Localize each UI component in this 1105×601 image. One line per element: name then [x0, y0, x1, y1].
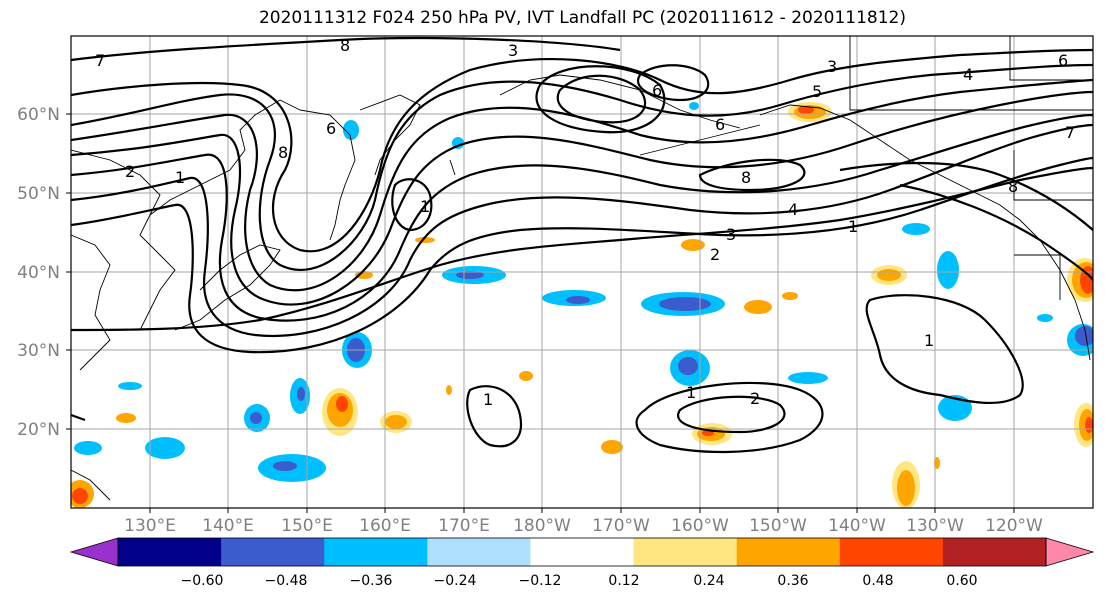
longitude-label: 160°E [359, 516, 411, 536]
colorbar-segment [530, 538, 635, 566]
contour-label: 6 [1058, 51, 1068, 70]
colorbar-segment [839, 538, 944, 566]
longitude-label: 160°W [671, 516, 729, 536]
contour-label: 1 [420, 197, 430, 216]
contour-label: 4 [963, 65, 973, 84]
contour-label: 8 [1008, 177, 1018, 196]
axis-ticks [66, 113, 1015, 513]
contour-label: 1 [175, 168, 185, 187]
map-title: 2020111312 F024 250 hPa PV, IVT Landfall… [258, 8, 906, 28]
longitude-labels: 130°E 140°E 150°E 160°E 170°E 180°W 170°… [124, 516, 1043, 536]
colorbar-max-extension [1045, 537, 1095, 567]
longitude-label: 150°W [749, 516, 807, 536]
colorbar-tick-label: −0.48 [265, 573, 308, 589]
map-plot-area: 7 8 3 2 1 8 6 6 6 5 3 4 6 8 4 3 2 1 1 1 … [71, 36, 1093, 508]
contour-label: 4 [788, 200, 798, 219]
colorbar-segment [221, 538, 325, 566]
positive-anomaly-patch [71, 102, 1093, 508]
contour-label: 2 [125, 162, 135, 181]
latitude-label: 60°N [17, 105, 60, 125]
gridlines [71, 36, 1093, 508]
colorbar-tick-label: −0.36 [350, 573, 393, 589]
longitude-label: 180°W [513, 516, 571, 536]
colorbar-segments [71, 538, 1093, 566]
colorbar-segment [633, 538, 738, 566]
latitude-label: 50°N [17, 184, 60, 204]
colorbar-tick-label: −0.60 [181, 573, 224, 589]
longitude-label: 140°E [202, 516, 254, 536]
contour-label: 3 [726, 225, 736, 244]
colorbar-tick-label: 0.24 [693, 573, 724, 589]
colorbar-segment [118, 538, 222, 566]
colorbar-tick-label: 0.48 [862, 573, 893, 589]
colorbar-tick-labels: −0.60 −0.48 −0.36 −0.24 −0.12 0.12 0.24 … [181, 573, 978, 589]
contour-label: 2 [750, 389, 760, 408]
colorbar-tick-label: 0.36 [777, 573, 808, 589]
longitude-label: 130°W [906, 516, 964, 536]
contour-label: 1 [483, 390, 493, 409]
colorbar-segment [942, 538, 1047, 566]
latitude-label: 30°N [17, 341, 60, 361]
longitude-label: 150°E [281, 516, 333, 536]
contour-label: 6 [652, 81, 662, 100]
contour-label: 6 [326, 119, 336, 138]
latitude-labels: 60°N 50°N 40°N 30°N 20°N [17, 105, 60, 440]
longitude-label: 170°W [592, 516, 650, 536]
colorbar-tick-label: −0.12 [519, 573, 562, 589]
latitude-label: 40°N [17, 263, 60, 283]
contour-label: 7 [95, 51, 105, 70]
colorbar-segment [324, 538, 428, 566]
colorbar-segment [427, 538, 531, 566]
colorbar: −0.60 −0.48 −0.36 −0.24 −0.12 0.12 0.24 … [69, 537, 1095, 589]
contour-label: 8 [741, 168, 751, 187]
colorbar-tick-label: 0.12 [608, 573, 639, 589]
contour-label: 7 [1065, 123, 1075, 142]
contour-label: 1 [848, 217, 858, 236]
contour-label: 3 [508, 41, 518, 60]
contour-label: 1 [924, 331, 934, 350]
colorbar-segment [71, 538, 118, 566]
longitude-label: 170°E [438, 516, 490, 536]
colorbar-tick-label: −0.24 [434, 573, 477, 589]
contour-label: 5 [812, 82, 822, 101]
contour-label: 1 [686, 383, 696, 402]
contour-label: 8 [278, 143, 288, 162]
colorbar-tick-label: 0.60 [946, 573, 977, 589]
contour-labels: 7 8 3 2 1 8 6 6 6 5 3 4 6 8 4 3 2 1 1 1 … [95, 36, 1075, 409]
coastlines [71, 36, 1093, 501]
contour-label: 8 [340, 36, 350, 55]
latitude-label: 20°N [17, 420, 60, 440]
longitude-label: 140°W [828, 516, 886, 536]
longitude-label: 120°W [985, 516, 1043, 536]
colorbar-segment [1046, 538, 1093, 566]
contour-label: 6 [715, 115, 725, 134]
longitude-label: 130°E [124, 516, 176, 536]
contour-label: 2 [710, 245, 720, 264]
contour-label: 3 [827, 57, 837, 76]
colorbar-segment [736, 538, 841, 566]
pv-contours [71, 36, 1093, 454]
